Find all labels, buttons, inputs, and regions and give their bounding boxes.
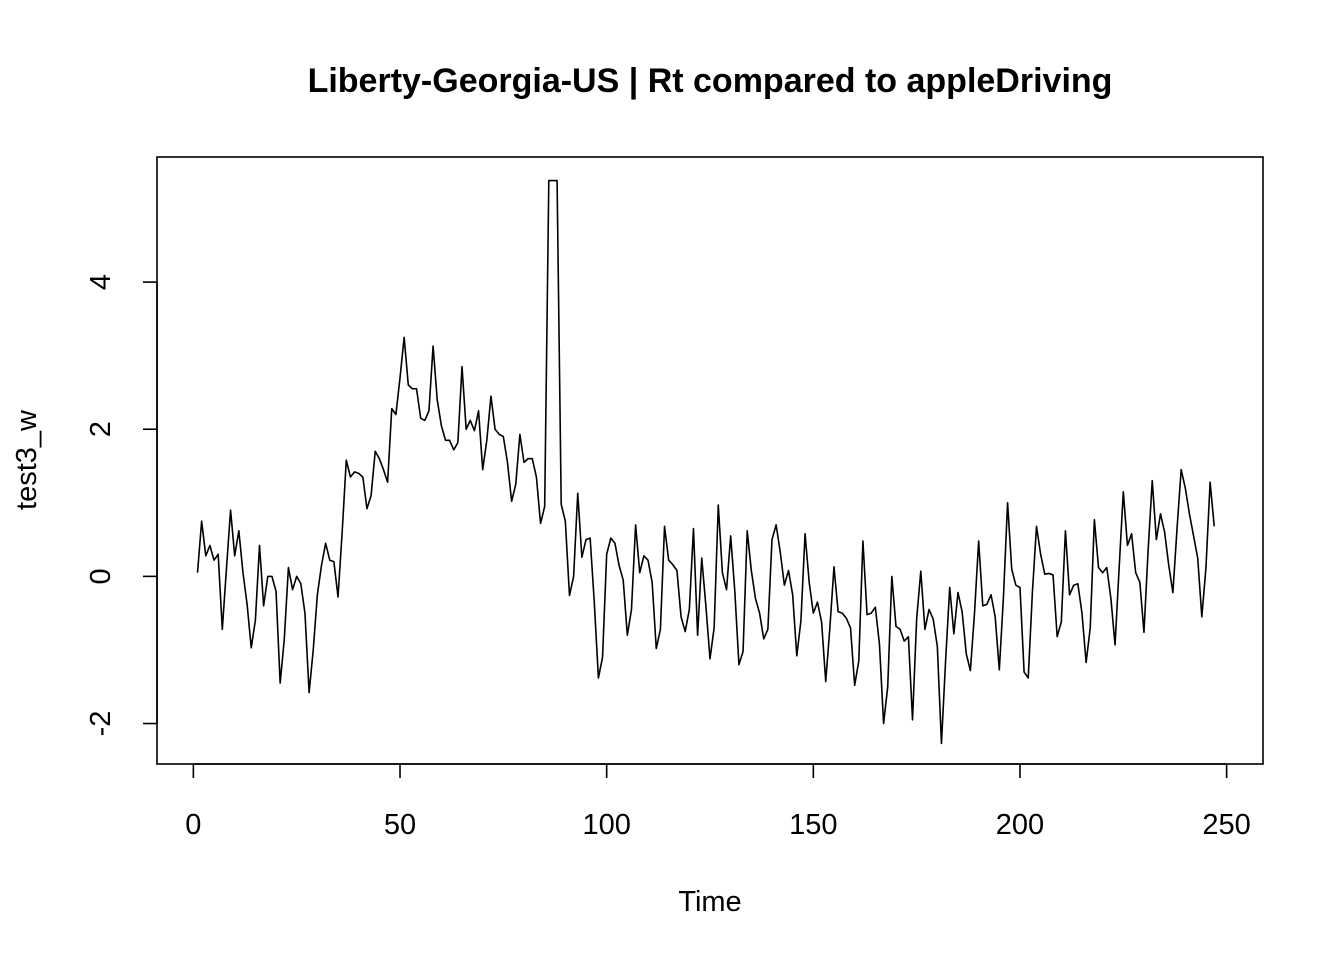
y-tick-label: 2 [85,421,117,437]
series-layer [196,179,1216,745]
x-axis-label: Time [678,886,741,918]
x-tick-label: 150 [789,809,837,841]
y-tick-label: 0 [85,568,117,584]
x-tick-label: 100 [582,809,630,841]
x-tick-label: 0 [185,809,201,841]
x-tick-label: 200 [996,809,1044,841]
y-tick-label: 4 [85,274,117,290]
x-axis: 0 50 100 150 200 250 [185,763,1251,841]
y-axis: -2 0 2 4 [85,274,158,737]
y-axis-label: test3_w [11,409,43,510]
series-line [196,179,1216,745]
chart-title: Liberty-Georgia-US | Rt compared to appl… [308,62,1113,100]
y-tick-label: -2 [85,711,117,737]
x-tick-label: 50 [384,809,416,841]
x-tick-label: 250 [1202,809,1250,841]
plot-frame [156,156,1264,765]
